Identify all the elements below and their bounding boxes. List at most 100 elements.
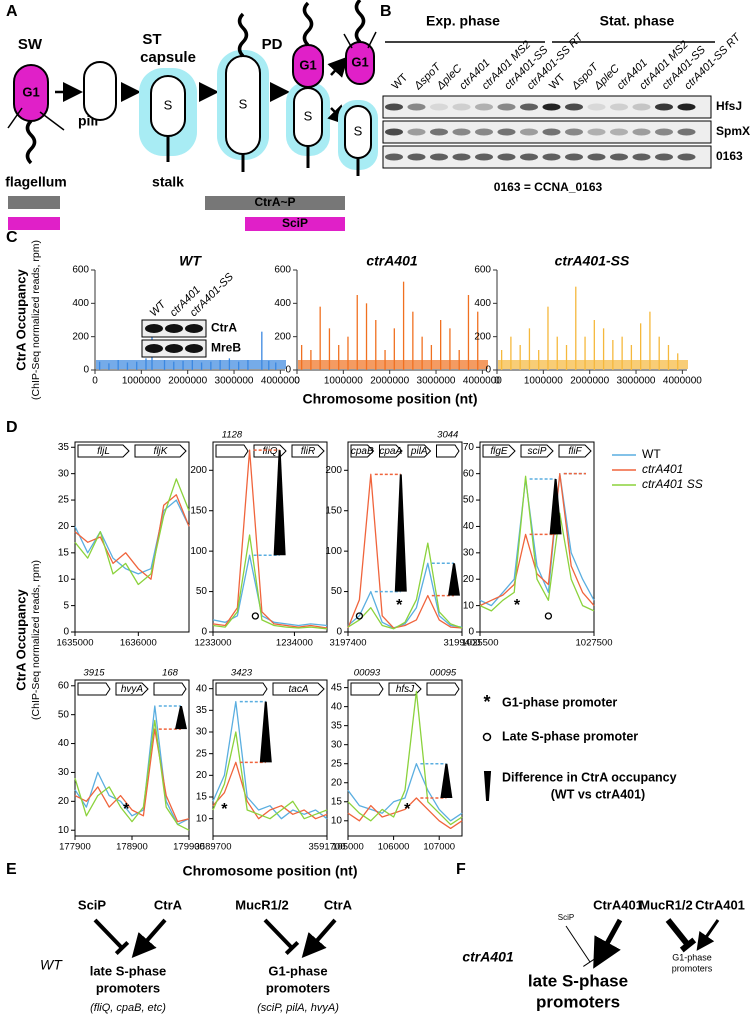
trace: [212, 534, 328, 630]
band: [452, 153, 471, 161]
band: [632, 153, 651, 161]
trace: [347, 473, 463, 629]
plot-frame: [212, 441, 328, 633]
cell-label: S: [304, 108, 313, 123]
x-tick-label: 1635000: [57, 638, 94, 649]
panel-label: F: [456, 861, 466, 878]
band: [610, 103, 628, 111]
band: [497, 128, 516, 136]
y-tick-label: 45: [331, 682, 343, 693]
x-tick-label: 2000000: [570, 376, 609, 387]
inhibition-bar: [114, 941, 130, 955]
gene: [272, 682, 325, 696]
target: G1-phase: [268, 963, 327, 978]
y-tick-label: 0: [468, 627, 474, 638]
chart-title: WT: [179, 253, 202, 269]
panel-label: B: [380, 3, 392, 20]
blot-label: MreB: [211, 341, 241, 355]
gene-label: fljL: [97, 446, 110, 457]
band: [655, 153, 673, 161]
examples: (fliQ, cpaB, etc): [90, 1002, 166, 1014]
y-tick-label: 40: [463, 521, 475, 532]
band: [430, 153, 448, 161]
band: [452, 128, 471, 136]
difference-wedge: [549, 478, 562, 535]
gene: [115, 682, 149, 696]
gene-label: fliR: [301, 446, 315, 457]
band: [520, 153, 538, 161]
y-tick-label: 15: [196, 792, 208, 803]
blot-label: SpmX: [716, 124, 750, 138]
flagellum-label: flagellum: [5, 174, 66, 190]
trace: [479, 475, 595, 612]
gene: [350, 444, 375, 458]
pilus: [343, 33, 353, 49]
band: [542, 103, 561, 111]
chart-title: ctrA401: [366, 253, 418, 269]
x-tick-label: 4000000: [463, 376, 502, 387]
panel-label: A: [6, 3, 18, 20]
x-tick-label: 1234000: [276, 638, 313, 649]
y-tick-label: 10: [331, 815, 343, 826]
y-tick-label: 10: [463, 600, 475, 611]
band: [677, 128, 696, 136]
band: [587, 153, 606, 161]
blot-label: HfsJ: [716, 99, 742, 113]
panel-label: C: [6, 229, 18, 246]
arrow: [327, 56, 349, 78]
inhibition: [665, 918, 691, 947]
trace: [74, 719, 190, 831]
examples: (sciP, pilA, hvyA): [257, 1002, 339, 1014]
y-tick-label: 0: [63, 627, 69, 638]
gene: [134, 444, 187, 458]
y-tick-label: 0: [201, 627, 207, 638]
y-tick-label: 20: [58, 796, 70, 807]
x-tick-label: 3199400: [444, 638, 481, 649]
cell-label: G1: [299, 57, 316, 72]
gene-label: tacA: [288, 684, 308, 695]
band: [185, 324, 203, 333]
key-symbol: [483, 771, 492, 801]
band: [165, 344, 183, 353]
pilus: [367, 31, 377, 49]
late-promoter: [544, 612, 553, 620]
cell-label: S: [354, 123, 363, 138]
gene-label: hfsJ: [396, 684, 415, 695]
legend-label: ctrA401: [642, 462, 683, 476]
cell-label: S: [239, 96, 248, 111]
x-tick-label: 1000000: [122, 376, 161, 387]
inhibition-bar: [679, 937, 697, 953]
bar-label: CtrA~P: [254, 195, 295, 209]
band: [632, 103, 651, 111]
y-tick-label: 200: [190, 465, 207, 476]
band: [542, 128, 561, 136]
band: [145, 324, 163, 333]
phase-bar: [8, 196, 60, 209]
cell-label: S: [164, 97, 173, 112]
trace: [74, 728, 190, 823]
gene-label: fljK: [154, 446, 169, 457]
y-tick-label: 50: [58, 709, 70, 720]
difference-wedge: [259, 701, 272, 763]
activation: [696, 919, 720, 951]
phase-label: Stat. phase: [600, 13, 675, 29]
trace: [347, 562, 463, 629]
difference-wedge: [440, 763, 453, 798]
y-tick-label: 600: [274, 265, 291, 276]
x-tick-label: 1233000: [195, 638, 232, 649]
gene-label: hvyA: [121, 684, 144, 695]
inhibition: [93, 918, 124, 950]
y-tick-label: 40: [196, 683, 208, 694]
target: promoters: [536, 992, 620, 1011]
gene: [407, 444, 432, 458]
gene: [153, 682, 187, 696]
trace: [347, 763, 463, 822]
gene: [558, 444, 592, 458]
baseline-signal: [298, 360, 488, 369]
late-promoter: [355, 612, 364, 620]
x-tick-label: 179900: [173, 842, 205, 853]
y-tick-label: 20: [196, 770, 208, 781]
inhibition-bar: [583, 957, 597, 967]
x-tick-label: 107000: [423, 842, 455, 853]
